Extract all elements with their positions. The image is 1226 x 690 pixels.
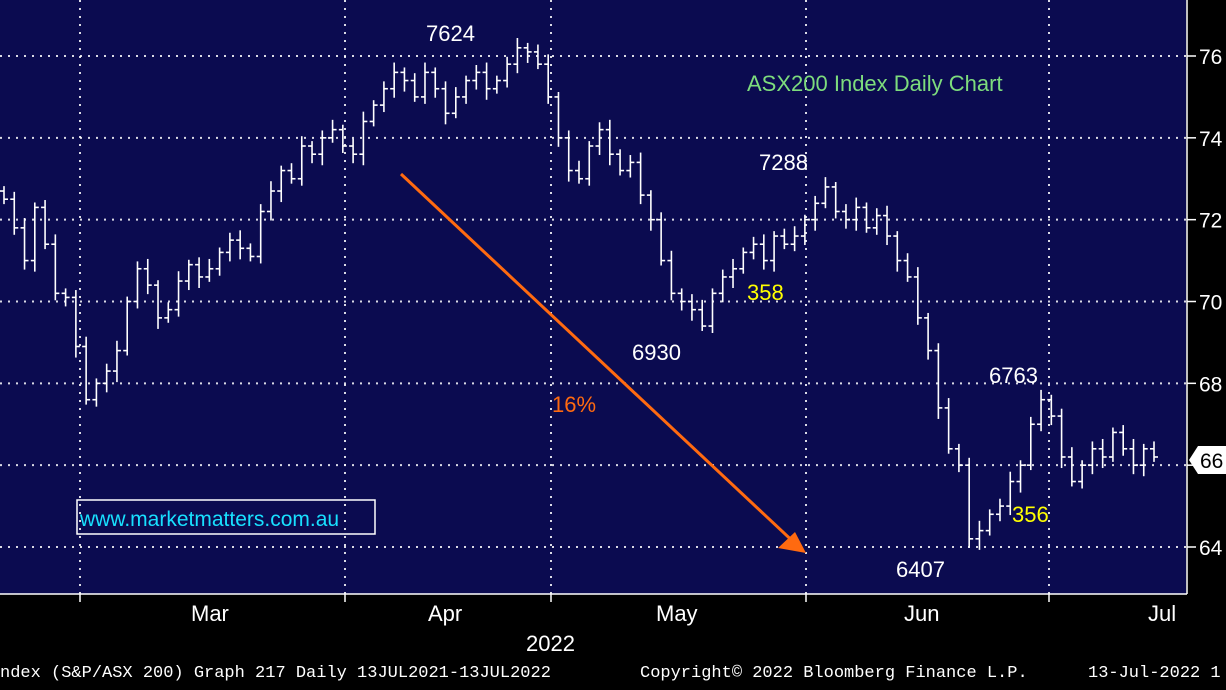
x-tick-label: May [656, 601, 698, 626]
annotation-6930: 6930 [632, 340, 681, 365]
y-tick-label: 72 [1199, 210, 1222, 233]
annotation-6407: 6407 [896, 557, 945, 582]
y-tick-label: 64 [1199, 537, 1223, 560]
decline-arrow-line [399, 172, 802, 550]
plot-background [0, 0, 1186, 594]
y-tick-label: 76 [1199, 46, 1222, 69]
annotation-6763: 6763 [989, 363, 1038, 388]
price-bars [0, 37, 1158, 550]
y-axis-ticks: 76 74 72 70 68 66 64 [1187, 46, 1223, 560]
decline-arrow-head [778, 532, 806, 553]
y-tick-label: 74 [1199, 128, 1223, 151]
footer-right: 13-Jul-2022 1 [1088, 664, 1221, 683]
x-tick-label: Jun [904, 601, 939, 626]
last-price-tag [1189, 446, 1226, 474]
x-tick-label: Mar [191, 601, 229, 626]
annotation-358: 358 [747, 280, 784, 305]
watermark-box [76, 499, 376, 535]
y-tick-label: 68 [1199, 373, 1222, 396]
annotation-7624: 7624 [426, 21, 475, 46]
bloomberg-footer: ndex (S&P/ASX 200) Graph 217 Daily 13JUL… [0, 660, 1226, 690]
watermark-text: www.marketmatters.com.au [79, 508, 339, 531]
annotation-16pct: 16% [552, 392, 596, 417]
grid-lines [0, 0, 1187, 602]
last-price-label: 66 [1200, 450, 1223, 473]
x-tick-label: Apr [428, 601, 462, 626]
x-year-label: 2022 [526, 631, 575, 656]
x-tick-label: Jul [1148, 601, 1176, 626]
footer-middle: Copyright© 2022 Bloomberg Finance L.P. [640, 664, 1028, 683]
axis-panel-right [1186, 0, 1226, 594]
chart-title: ASX200 Index Daily Chart [747, 71, 1003, 96]
annotation-356: 356 [1012, 502, 1049, 527]
annotation-7288: 7288 [759, 150, 808, 175]
footer-left: ndex (S&P/ASX 200) Graph 217 Daily 13JUL… [0, 664, 551, 683]
x-axis-ticks: Mar Apr May Jun Jul [191, 601, 1176, 626]
axis-panel-bottom [0, 594, 1226, 660]
y-tick-label: 70 [1199, 292, 1222, 315]
